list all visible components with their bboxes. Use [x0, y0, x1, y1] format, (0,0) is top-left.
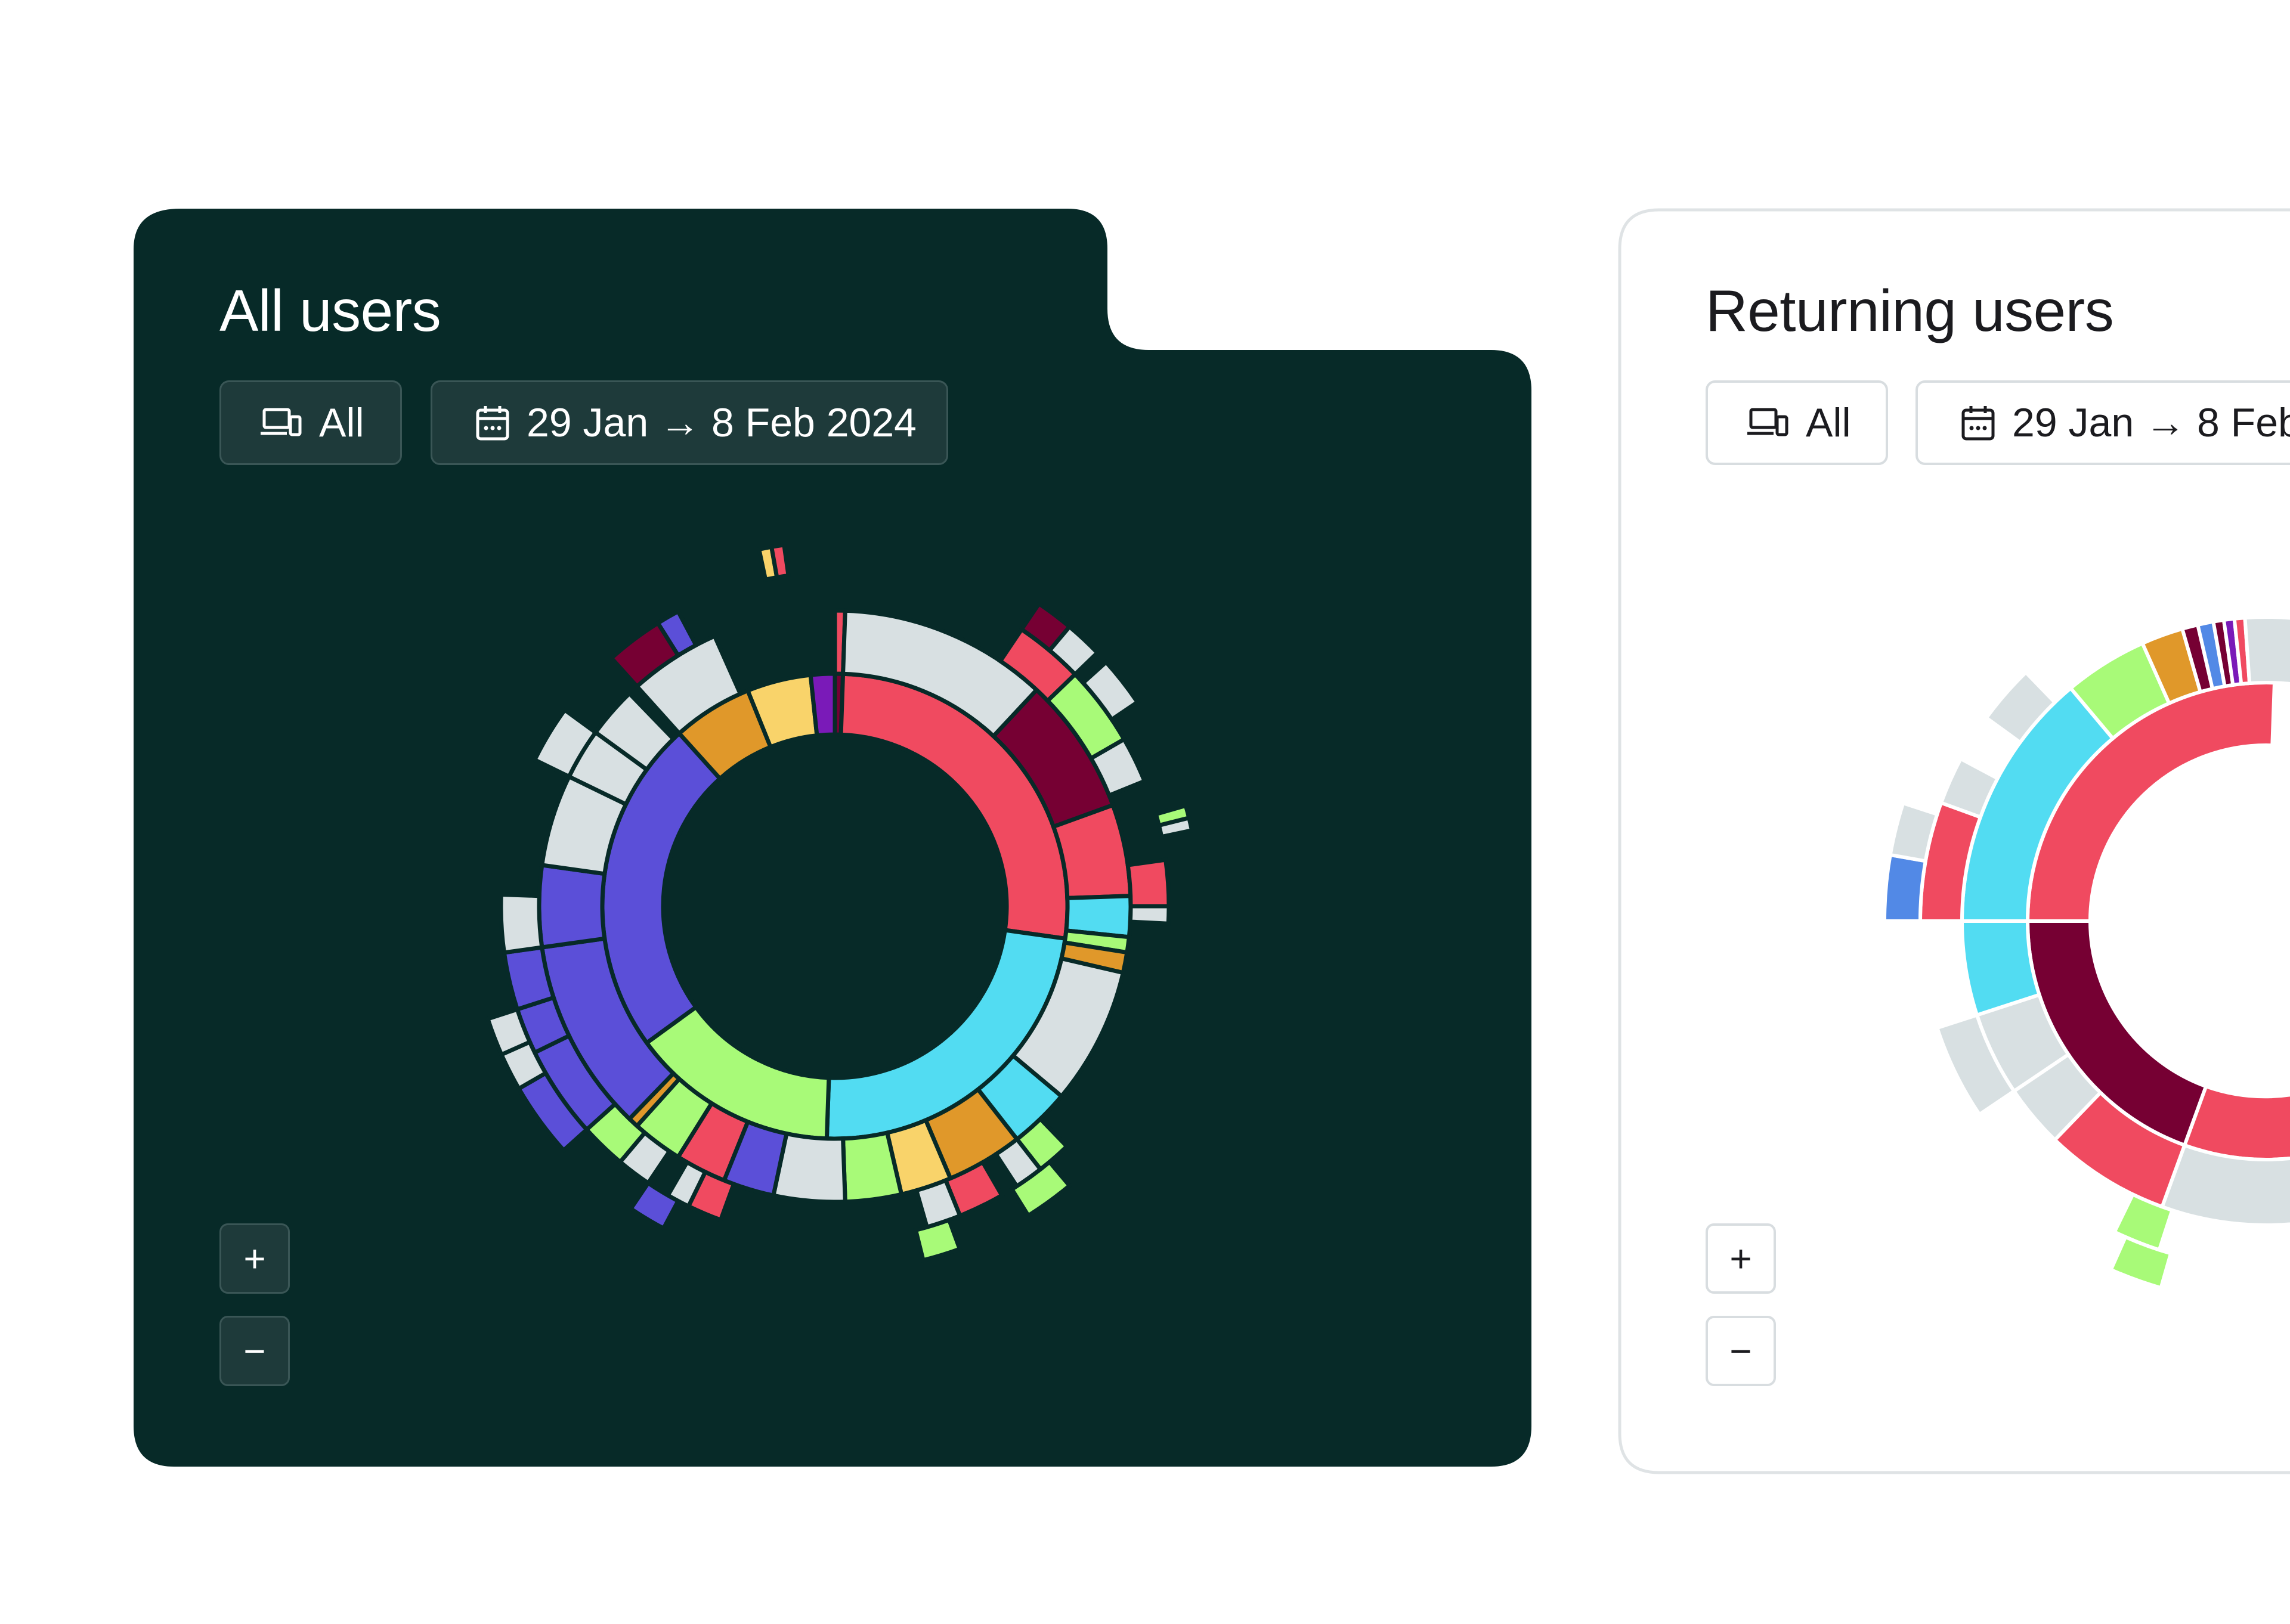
sunburst-segment: [913, 1217, 963, 1263]
sunburst-segment: [1888, 801, 1940, 863]
devices-icon: [259, 405, 302, 441]
sunburst-segment: [655, 608, 699, 659]
sunburst-segment: [1935, 1012, 2017, 1117]
sunburst-segment: [532, 706, 599, 780]
device-filter-label: All: [1806, 400, 1851, 445]
sunburst-segment: [1088, 736, 1147, 798]
zoom-in-button[interactable]: +: [219, 1223, 290, 1294]
sunburst-segment: [2243, 615, 2290, 686]
date-range-label: 29 Jan → 8 Feb 2024: [527, 400, 917, 445]
date-range-label: 29 Jan → 8 Feb 2024: [2012, 400, 2290, 445]
sunburst-segment: [499, 892, 544, 955]
date-range-button[interactable]: 29 Jan → 8 Feb 2024: [1915, 380, 2290, 465]
devices-icon: [1746, 405, 1789, 441]
sunburst-segment: [1047, 624, 1101, 677]
sunburst-segments: [1882, 615, 2290, 1290]
zoom-out-button[interactable]: −: [1706, 1316, 1776, 1386]
sunburst-segment: [1983, 670, 2057, 745]
sunburst-segment: [592, 690, 677, 773]
device-filter-label: All: [319, 400, 364, 445]
panel-title: Returning users: [1706, 278, 2114, 343]
sunburst-segment: [2108, 1234, 2173, 1290]
sunburst-segment: [1156, 815, 1194, 839]
sunburst-segment: [1128, 904, 1171, 926]
sunburst-segment: [485, 1006, 533, 1058]
sunburst-segment: [1080, 659, 1141, 723]
sunburst-segment: [1939, 756, 2000, 820]
device-filter-button[interactable]: All: [1706, 380, 1888, 465]
sunburst-segment: [1882, 853, 1928, 923]
date-range-button[interactable]: 29 Jan → 8 Feb 2024: [431, 380, 948, 465]
sunburst-segment: [769, 543, 791, 580]
sunburst-segment: [808, 671, 837, 738]
calendar-icon: [1961, 404, 1995, 441]
zoom-in-button[interactable]: +: [1706, 1223, 1776, 1294]
calendar-icon: [475, 404, 510, 441]
sunburst-segment: [627, 1180, 681, 1232]
sunburst-segment: [665, 1159, 708, 1209]
zoom-out-button[interactable]: −: [219, 1316, 290, 1386]
panel-title: All users: [219, 278, 441, 343]
sunburst-segments: [485, 543, 1194, 1263]
device-filter-button[interactable]: All: [219, 380, 402, 465]
sunburst-segment: [1008, 1159, 1073, 1219]
